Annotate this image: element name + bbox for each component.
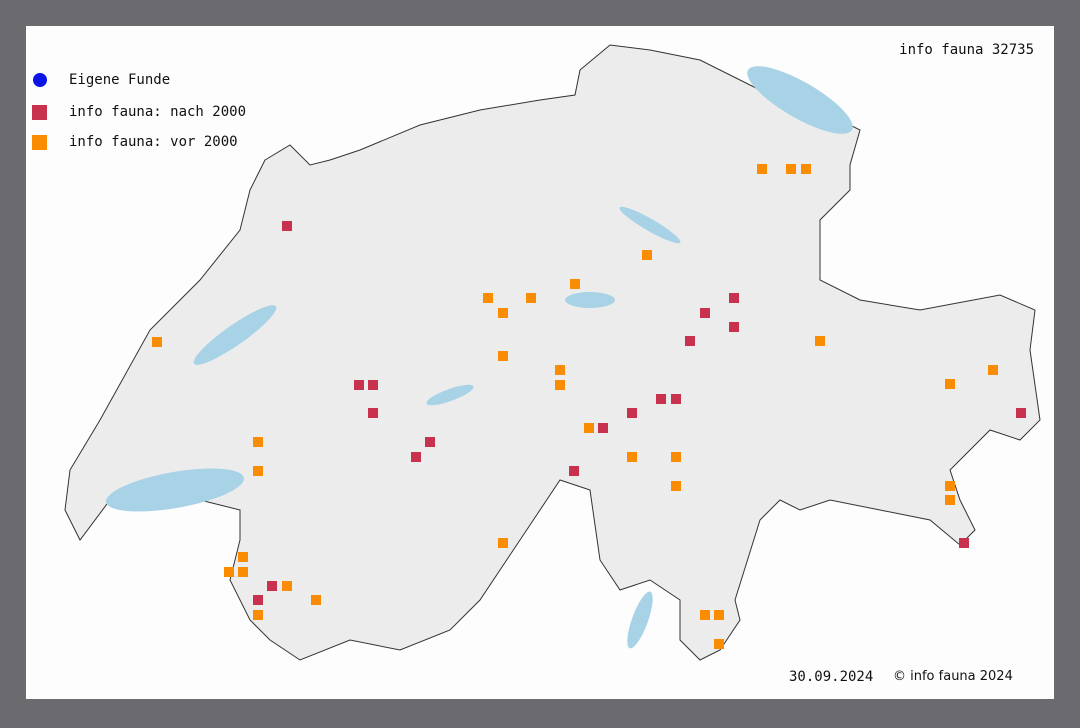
record-marker-before-2000[interactable] xyxy=(483,293,493,303)
legend-label: info fauna: nach 2000 xyxy=(69,104,247,120)
legend-after-2000: info fauna: nach 2000 xyxy=(32,104,246,120)
record-marker-before-2000[interactable] xyxy=(815,336,825,346)
lake-lucerne xyxy=(565,292,615,308)
record-marker-before-2000[interactable] xyxy=(224,567,234,577)
lake-geneva xyxy=(105,468,245,512)
record-marker-after-2000[interactable] xyxy=(267,581,277,591)
record-marker-after-2000[interactable] xyxy=(569,466,579,476)
record-marker-before-2000[interactable] xyxy=(714,610,724,620)
record-marker-before-2000[interactable] xyxy=(671,452,681,462)
map-title: info fauna 32735 xyxy=(899,42,1034,58)
record-marker-before-2000[interactable] xyxy=(253,466,263,476)
record-marker-before-2000[interactable] xyxy=(570,279,580,289)
map-frame: info fauna 32735 Eigene Funde info fauna… xyxy=(26,26,1054,699)
record-marker-before-2000[interactable] xyxy=(988,365,998,375)
record-marker-after-2000[interactable] xyxy=(959,538,969,548)
record-marker-before-2000[interactable] xyxy=(642,250,652,260)
record-marker-before-2000[interactable] xyxy=(555,380,565,390)
lake-zurich xyxy=(619,206,681,244)
record-marker-before-2000[interactable] xyxy=(311,595,321,605)
lake-neuchatel xyxy=(193,305,277,365)
record-marker-after-2000[interactable] xyxy=(729,322,739,332)
record-marker-before-2000[interactable] xyxy=(282,581,292,591)
record-marker-before-2000[interactable] xyxy=(498,538,508,548)
legend-before-2000: info fauna: vor 2000 xyxy=(32,134,238,150)
lake-thun xyxy=(426,384,474,406)
record-marker-before-2000[interactable] xyxy=(700,610,710,620)
record-marker-after-2000[interactable] xyxy=(282,221,292,231)
record-marker-before-2000[interactable] xyxy=(555,365,565,375)
record-marker-before-2000[interactable] xyxy=(238,552,248,562)
blue-circle-icon xyxy=(33,73,47,87)
record-marker-after-2000[interactable] xyxy=(598,423,608,433)
record-marker-after-2000[interactable] xyxy=(411,452,421,462)
switzerland-map[interactable] xyxy=(26,26,1054,699)
record-marker-after-2000[interactable] xyxy=(627,408,637,418)
record-marker-before-2000[interactable] xyxy=(945,379,955,389)
record-marker-after-2000[interactable] xyxy=(656,394,666,404)
legend-label: Eigene Funde xyxy=(69,72,171,88)
record-marker-before-2000[interactable] xyxy=(498,351,508,361)
record-marker-before-2000[interactable] xyxy=(152,337,162,347)
record-marker-after-2000[interactable] xyxy=(700,308,710,318)
record-marker-before-2000[interactable] xyxy=(627,452,637,462)
record-marker-after-2000[interactable] xyxy=(1016,408,1026,418)
orange-square-icon xyxy=(32,134,47,150)
record-marker-before-2000[interactable] xyxy=(526,293,536,303)
record-marker-before-2000[interactable] xyxy=(238,567,248,577)
record-marker-after-2000[interactable] xyxy=(671,394,681,404)
record-marker-before-2000[interactable] xyxy=(757,164,767,174)
record-marker-after-2000[interactable] xyxy=(368,408,378,418)
red-square-icon xyxy=(32,104,47,120)
record-marker-after-2000[interactable] xyxy=(729,293,739,303)
record-marker-before-2000[interactable] xyxy=(801,164,811,174)
record-marker-before-2000[interactable] xyxy=(945,495,955,505)
record-marker-before-2000[interactable] xyxy=(253,610,263,620)
record-marker-after-2000[interactable] xyxy=(425,437,435,447)
lake-constance xyxy=(747,66,853,134)
country-outline xyxy=(64,44,1041,661)
legend-own-finds: Eigene Funde xyxy=(32,72,170,88)
date: 30.09.2024 xyxy=(789,669,874,685)
record-marker-before-2000[interactable] xyxy=(714,639,724,649)
record-marker-before-2000[interactable] xyxy=(584,423,594,433)
record-marker-before-2000[interactable] xyxy=(945,481,955,491)
record-marker-after-2000[interactable] xyxy=(685,336,695,346)
record-marker-before-2000[interactable] xyxy=(786,164,796,174)
record-marker-after-2000[interactable] xyxy=(253,595,263,605)
record-marker-after-2000[interactable] xyxy=(354,380,364,390)
record-marker-before-2000[interactable] xyxy=(253,437,263,447)
legend-label: info fauna: vor 2000 xyxy=(69,134,238,150)
record-marker-after-2000[interactable] xyxy=(368,380,378,390)
lake-maggiore xyxy=(627,591,653,649)
record-marker-before-2000[interactable] xyxy=(671,481,681,491)
record-marker-before-2000[interactable] xyxy=(498,308,508,318)
copyright: © info fauna 2024 xyxy=(893,669,1013,684)
